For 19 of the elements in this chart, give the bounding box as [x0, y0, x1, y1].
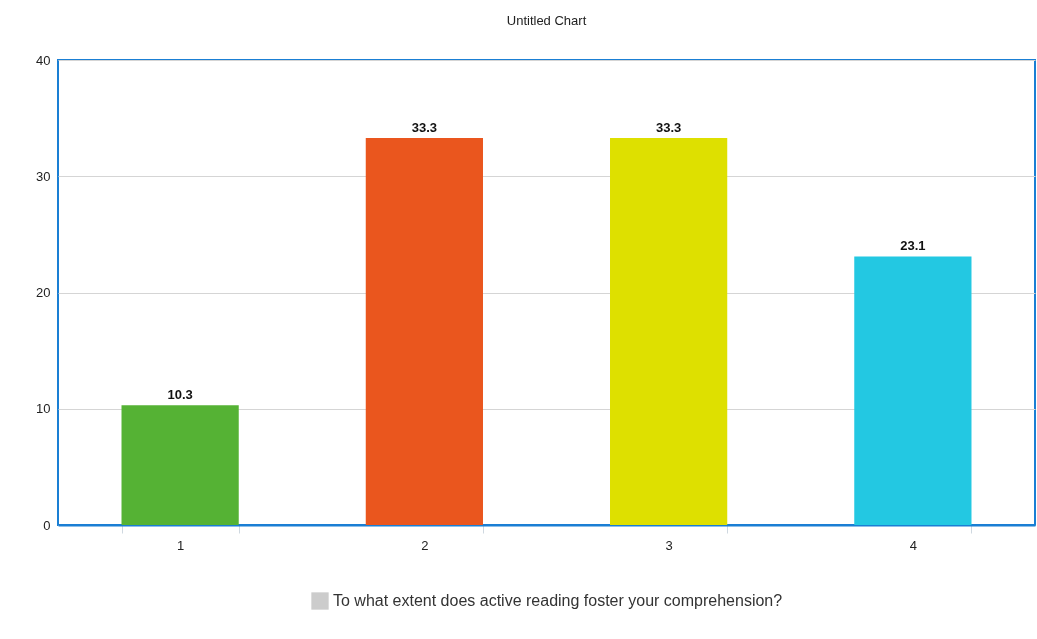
- x-tick-label: 1: [177, 537, 185, 553]
- bar: [854, 256, 972, 525]
- bar: [610, 137, 728, 525]
- y-tick-label: 40: [36, 52, 51, 68]
- y-tick-label: 30: [36, 168, 51, 184]
- y-tick-label: 0: [43, 517, 51, 533]
- data-label: 33.3: [411, 119, 438, 135]
- data-label: 33.3: [655, 119, 682, 135]
- y-tick-label: 10: [36, 401, 51, 417]
- x-tick-label: 3: [665, 537, 673, 553]
- y-tick-label: 20: [36, 285, 51, 300]
- data-label: 10.3: [167, 387, 193, 403]
- x-tick-label: 2: [421, 537, 429, 553]
- text: To what extent does active reading foster your comprehension?: [333, 592, 783, 609]
- chart-title: Untitled Chart: [506, 13, 587, 28]
- bar: [121, 405, 239, 525]
- data-label: 23.1: [900, 238, 926, 254]
- bar: [365, 137, 483, 525]
- x-tick-label: 4: [909, 537, 917, 553]
